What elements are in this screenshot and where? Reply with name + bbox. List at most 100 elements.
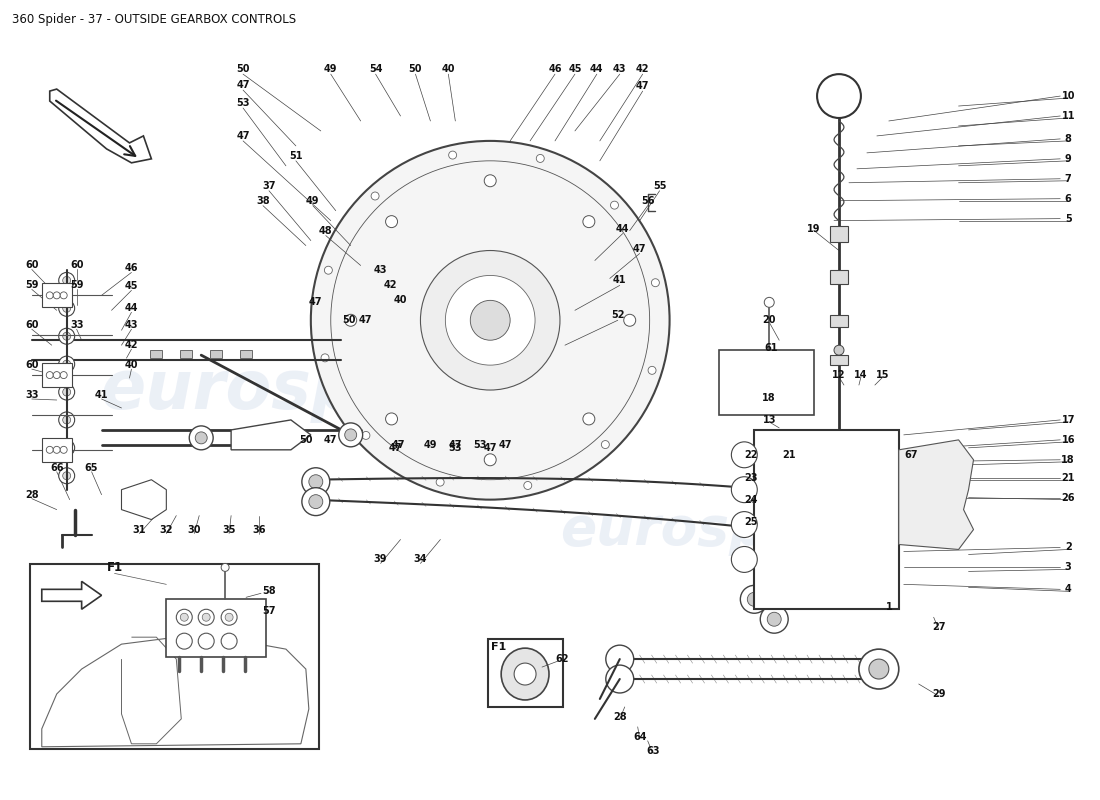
Circle shape xyxy=(46,446,53,454)
Circle shape xyxy=(931,482,947,498)
Bar xyxy=(755,430,899,610)
Text: 53: 53 xyxy=(236,98,250,108)
Circle shape xyxy=(817,74,861,118)
Circle shape xyxy=(344,429,356,441)
Text: 44: 44 xyxy=(616,223,629,234)
Polygon shape xyxy=(231,420,311,450)
Text: 28: 28 xyxy=(613,712,627,722)
Text: 37: 37 xyxy=(262,181,276,190)
Circle shape xyxy=(720,351,730,361)
Text: 15: 15 xyxy=(876,370,890,380)
Polygon shape xyxy=(50,89,152,163)
Circle shape xyxy=(60,446,67,454)
Circle shape xyxy=(60,292,67,299)
Circle shape xyxy=(176,633,192,649)
Text: 38: 38 xyxy=(256,196,270,206)
Bar xyxy=(166,599,266,657)
Circle shape xyxy=(63,444,70,452)
Text: 66: 66 xyxy=(50,462,64,473)
Circle shape xyxy=(63,277,70,285)
Text: 49: 49 xyxy=(324,64,338,74)
Text: 1: 1 xyxy=(886,602,892,612)
Bar xyxy=(180,350,192,358)
Circle shape xyxy=(60,371,67,378)
Bar xyxy=(240,350,252,358)
Circle shape xyxy=(63,388,70,396)
Text: 41: 41 xyxy=(95,390,108,400)
Circle shape xyxy=(311,141,670,500)
Circle shape xyxy=(756,431,767,443)
Circle shape xyxy=(198,610,214,626)
Circle shape xyxy=(738,449,750,461)
Circle shape xyxy=(602,441,609,449)
Circle shape xyxy=(63,360,70,368)
Text: 36: 36 xyxy=(252,525,266,534)
Ellipse shape xyxy=(502,648,549,700)
Text: 44: 44 xyxy=(590,64,604,74)
Text: 61: 61 xyxy=(764,343,778,353)
Text: 46: 46 xyxy=(548,64,562,74)
Circle shape xyxy=(63,472,70,480)
Circle shape xyxy=(484,454,496,466)
Circle shape xyxy=(386,216,397,228)
Circle shape xyxy=(537,154,544,162)
Text: 40: 40 xyxy=(441,64,455,74)
Circle shape xyxy=(904,465,934,494)
Circle shape xyxy=(869,659,889,679)
Circle shape xyxy=(583,216,595,228)
Circle shape xyxy=(58,468,75,484)
Text: 53: 53 xyxy=(449,443,462,453)
Text: 24: 24 xyxy=(745,494,758,505)
Text: 43: 43 xyxy=(613,64,627,74)
Circle shape xyxy=(324,266,332,274)
Circle shape xyxy=(732,442,757,468)
Bar xyxy=(42,363,72,387)
Ellipse shape xyxy=(514,663,536,685)
Bar xyxy=(830,315,848,327)
Text: 57: 57 xyxy=(262,606,276,616)
Circle shape xyxy=(198,633,214,649)
Circle shape xyxy=(732,477,757,502)
Text: 20: 20 xyxy=(762,315,776,326)
Text: 33: 33 xyxy=(70,320,84,330)
Text: 60: 60 xyxy=(25,261,39,270)
Bar xyxy=(488,639,563,707)
Circle shape xyxy=(344,314,356,326)
Text: 33: 33 xyxy=(25,390,39,400)
Circle shape xyxy=(764,298,774,307)
Circle shape xyxy=(176,610,192,626)
Text: 16: 16 xyxy=(1062,435,1075,445)
Circle shape xyxy=(53,371,60,378)
Text: 14: 14 xyxy=(855,370,868,380)
Circle shape xyxy=(58,440,75,456)
Text: 40: 40 xyxy=(124,360,139,370)
Text: 47: 47 xyxy=(236,80,250,90)
Text: eurospares: eurospares xyxy=(561,503,899,555)
Circle shape xyxy=(420,250,560,390)
Circle shape xyxy=(931,457,947,473)
Circle shape xyxy=(58,273,75,288)
Bar xyxy=(210,350,222,358)
Circle shape xyxy=(834,345,844,355)
Text: 50: 50 xyxy=(299,435,312,445)
Text: 58: 58 xyxy=(262,586,276,596)
Circle shape xyxy=(58,356,75,372)
Circle shape xyxy=(740,586,768,614)
Circle shape xyxy=(309,494,322,509)
Text: 47: 47 xyxy=(636,81,649,91)
Text: 60: 60 xyxy=(25,360,39,370)
Circle shape xyxy=(446,275,535,365)
Circle shape xyxy=(226,614,233,622)
Circle shape xyxy=(720,403,730,413)
Text: 64: 64 xyxy=(632,732,647,742)
Text: 18: 18 xyxy=(762,393,776,403)
Text: 50: 50 xyxy=(342,315,355,326)
Circle shape xyxy=(58,328,75,344)
Circle shape xyxy=(63,304,70,312)
Text: 67: 67 xyxy=(904,450,917,460)
Circle shape xyxy=(732,512,757,538)
Text: 6: 6 xyxy=(1065,194,1071,204)
Text: 19: 19 xyxy=(807,223,821,234)
Text: 11: 11 xyxy=(1062,111,1075,121)
Circle shape xyxy=(46,292,53,299)
